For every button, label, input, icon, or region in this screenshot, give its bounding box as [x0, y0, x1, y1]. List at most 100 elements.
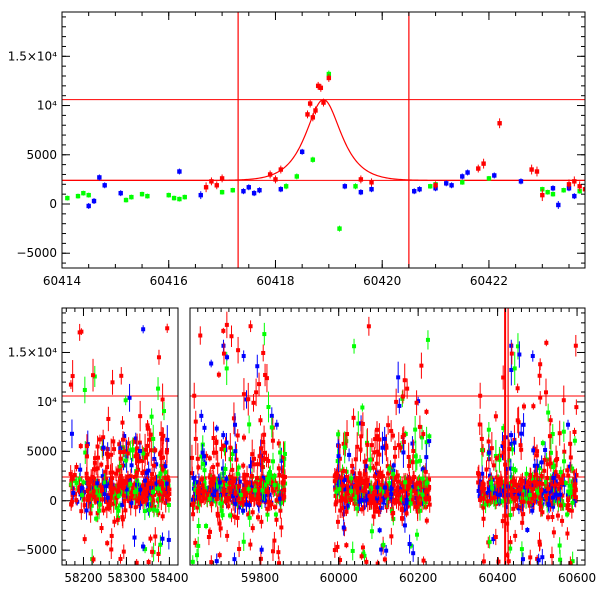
bottom-data-point	[560, 493, 565, 498]
bottom-data-point	[338, 558, 343, 563]
bottom-data-point	[281, 496, 286, 501]
bottom-data-point	[530, 354, 535, 359]
bottom-data-point	[158, 452, 163, 457]
bottom-data-point	[99, 526, 104, 531]
bottom-data-point	[362, 488, 367, 493]
bottom-data-point	[105, 495, 110, 500]
bottom-data-point	[165, 326, 170, 331]
bottom-data-point	[479, 486, 484, 491]
bottom-data-point	[265, 506, 270, 511]
bottom-y-tick-label: 0	[49, 494, 57, 508]
bottom-data-point	[397, 403, 402, 408]
bottom-data-point	[106, 416, 111, 421]
bottom-data-point	[395, 492, 400, 497]
bottom-data-point	[276, 441, 281, 446]
bottom-data-point	[332, 548, 337, 553]
bottom-data-point	[566, 489, 571, 494]
bottom-data-point	[206, 534, 211, 539]
bottom-data-point	[377, 437, 382, 442]
bottom-data-point	[223, 499, 228, 504]
bottom-data-point	[342, 497, 347, 502]
bottom-data-point	[160, 437, 165, 442]
bottom-data-point	[282, 451, 287, 456]
bottom-data-point	[162, 409, 167, 414]
bottom-data-point	[166, 502, 171, 507]
bottom-data-point	[509, 351, 514, 356]
bottom-data-point	[250, 510, 255, 515]
bottom-data-point	[371, 465, 376, 470]
bottom-data-point	[90, 485, 95, 490]
bottom-data-point	[421, 488, 426, 493]
bottom-data-point	[535, 449, 540, 454]
bottom-data-point	[497, 457, 502, 462]
bottom-data-point	[273, 512, 278, 517]
bottom-data-point	[349, 476, 354, 481]
bottom-data-point	[248, 324, 253, 329]
top-data-point	[550, 186, 556, 191]
top-data-point	[86, 203, 91, 209]
bottom-data-point	[246, 397, 251, 402]
bottom-data-point	[257, 501, 262, 506]
bottom-data-point	[232, 514, 237, 519]
bottom-x-tick-label: 58200	[64, 571, 102, 585]
bottom-data-point	[337, 487, 342, 492]
bottom-data-point	[527, 500, 532, 505]
bottom-data-point	[359, 554, 364, 559]
top-data-point	[251, 190, 257, 196]
bottom-data-point	[225, 533, 230, 538]
bottom-data-point	[91, 489, 96, 494]
bottom-data-point	[551, 530, 556, 535]
bottom-data-point	[147, 507, 152, 512]
bottom-data-point	[236, 348, 241, 353]
top-data-point	[518, 179, 524, 184]
bottom-data-point	[561, 398, 566, 403]
bottom-data-point	[539, 488, 544, 493]
bottom-data-point	[95, 478, 100, 483]
bottom-data-point	[426, 487, 431, 492]
bottom-data-point	[520, 557, 525, 562]
bottom-data-point	[150, 503, 155, 508]
bottom-data-point	[98, 487, 103, 492]
top-data-point	[273, 177, 278, 182]
top-data-point	[417, 187, 422, 192]
bottom-data-point	[553, 479, 558, 484]
bottom-data-point	[126, 441, 131, 446]
bottom-data-point	[351, 415, 356, 420]
bottom-data-point	[214, 497, 219, 502]
bottom-data-point	[543, 479, 548, 484]
bottom-data-point	[546, 410, 551, 415]
bottom-data-point	[386, 492, 391, 497]
bottom-data-point	[528, 555, 533, 560]
bottom-data-point	[549, 486, 554, 491]
bottom-data-point	[361, 496, 366, 501]
bottom-data-point	[257, 454, 262, 459]
bottom-data-point	[97, 437, 102, 442]
bottom-data-point	[247, 422, 252, 427]
bottom-data-point	[477, 422, 482, 427]
bottom-data-point	[95, 444, 100, 449]
bottom-data-point	[371, 514, 376, 519]
bottom-data-point	[501, 488, 506, 493]
bottom-data-point	[377, 486, 382, 491]
bottom-data-point	[128, 482, 133, 487]
bottom-data-point	[83, 450, 88, 455]
bottom-data-point	[485, 491, 490, 496]
bottom-data-point	[405, 487, 410, 492]
bottom-data-point	[335, 544, 340, 549]
bottom-data-point	[237, 505, 242, 510]
bottom-data-point	[110, 476, 115, 481]
bottom-data-point	[108, 485, 113, 490]
bottom-data-point	[570, 559, 575, 564]
bottom-data-point	[151, 490, 156, 495]
bottom-data-point	[334, 500, 339, 505]
bottom-data-point	[132, 490, 137, 495]
bottom-data-point	[395, 473, 400, 478]
top-data-point	[294, 174, 300, 179]
bottom-data-point	[92, 460, 97, 465]
bottom-x-tick-label: 60600	[558, 571, 596, 585]
bottom-data-point	[383, 493, 388, 498]
bottom-data-point	[375, 485, 380, 490]
bottom-data-point	[376, 509, 381, 514]
bottom-data-point	[124, 454, 129, 459]
bottom-data-point	[493, 414, 498, 419]
